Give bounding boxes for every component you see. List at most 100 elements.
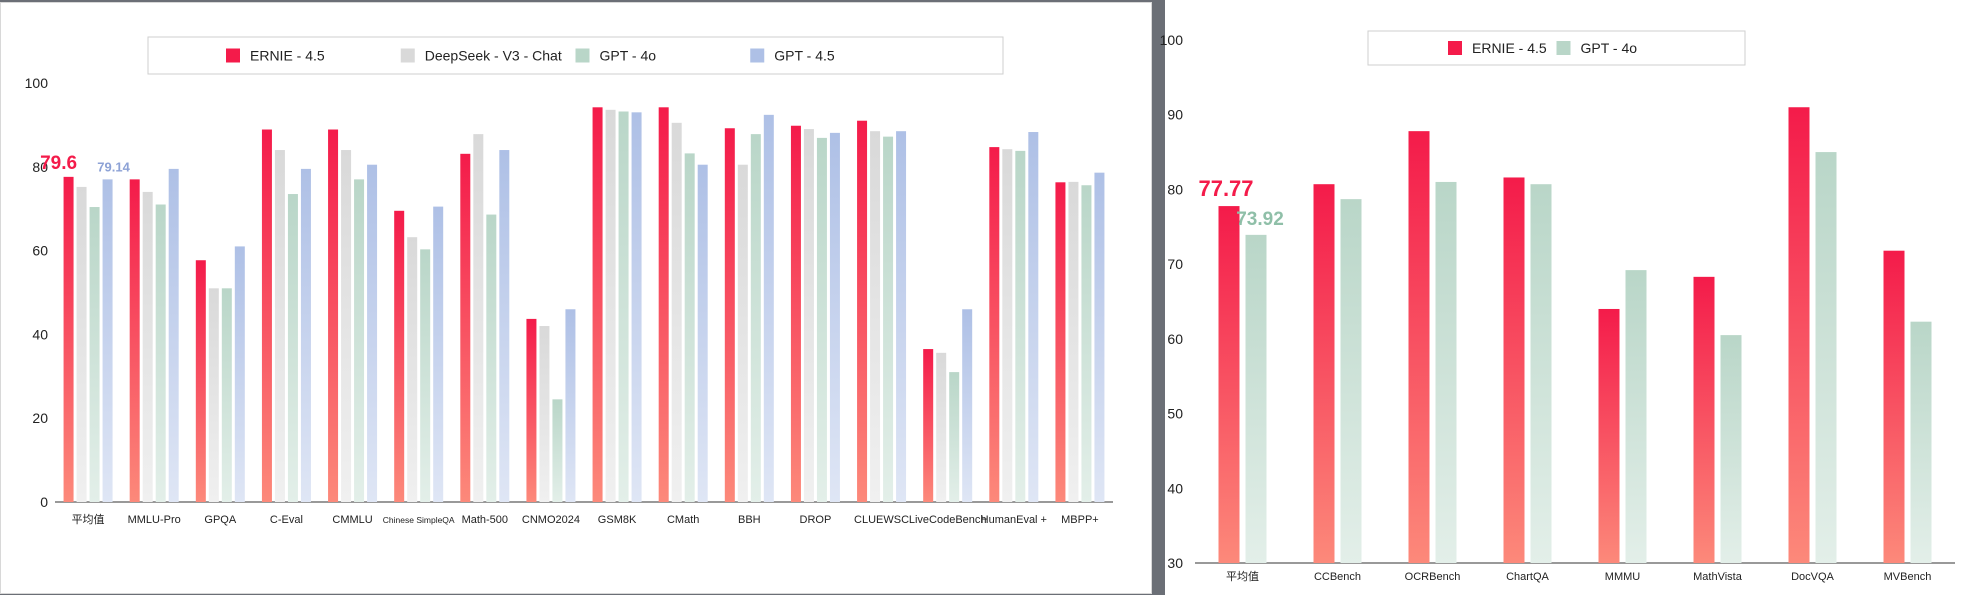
bar [737, 164, 748, 502]
bar [1530, 184, 1552, 563]
bar [287, 194, 298, 502]
bar [724, 128, 735, 502]
bar [1245, 234, 1267, 563]
bar [486, 214, 497, 503]
bar [1340, 199, 1362, 564]
x-tick-label: 平均值 [72, 513, 105, 526]
y-tick-label: 100 [25, 75, 49, 91]
x-tick-label: ChartQA [1506, 571, 1549, 583]
bar [803, 129, 814, 502]
bar [274, 150, 285, 503]
bar [155, 204, 166, 502]
bar [394, 210, 405, 503]
bar [1002, 149, 1013, 502]
bar [1015, 150, 1026, 503]
bar [750, 134, 761, 503]
bar [221, 288, 232, 502]
bar [883, 136, 894, 502]
y-tick-label: 60 [32, 243, 48, 259]
bar [790, 125, 801, 502]
x-tick-label: MMLU-Pro [128, 514, 181, 526]
value-annotation: 77.77 [1198, 176, 1253, 201]
legend-swatch [226, 48, 240, 63]
bar [923, 349, 934, 502]
bar [962, 309, 973, 502]
legend-swatch [1556, 41, 1571, 55]
legend-swatch [1448, 41, 1462, 55]
value-annotation: 79.14 [97, 159, 130, 174]
legend-label: GPT - 4.5 [774, 48, 835, 64]
bar [168, 168, 179, 502]
bar [697, 164, 708, 502]
x-tick-label: CMMLU [332, 514, 372, 526]
x-tick-label: DROP [800, 514, 832, 526]
bar [1094, 172, 1105, 502]
bar [1408, 131, 1430, 563]
bars [1218, 107, 1932, 564]
y-tick-label: 30 [1167, 555, 1183, 571]
y-tick-label: 20 [32, 410, 48, 426]
chart-panel-left: ERNIE - 4.5 DeepSeek - V3 - Chat GPT - 4o G… [0, 2, 1152, 594]
value-annotation: 79.6 [40, 153, 77, 174]
bar [1910, 321, 1932, 563]
bar [328, 129, 339, 502]
legend-swatch [750, 48, 765, 63]
legend-swatch [575, 48, 590, 63]
value-annotation: 73.92 [1236, 209, 1284, 230]
bar [605, 109, 616, 502]
legend: ERNIE - 4.5 GPT - 4o [1367, 30, 1746, 66]
bar [1788, 107, 1810, 563]
bar [1625, 270, 1647, 563]
bar [1313, 184, 1335, 563]
legend-label: GPT - 4o [1581, 40, 1638, 56]
legend-label: DeepSeek - V3 - Chat [425, 48, 562, 64]
bar [76, 186, 87, 503]
bar [89, 207, 100, 503]
bar [1028, 132, 1039, 502]
bar [354, 179, 365, 502]
x-tick-label: MMMU [1605, 571, 1640, 583]
bar [367, 164, 378, 502]
bar [300, 168, 311, 502]
bar [592, 107, 603, 502]
x-tick-label: LiveCodeBench [909, 514, 987, 526]
bar [1883, 250, 1905, 564]
bar [208, 288, 219, 502]
y-tick-label: 40 [1167, 480, 1183, 496]
legend-swatch [400, 48, 415, 63]
bar [1081, 185, 1092, 502]
x-tick-label: CCBench [1314, 571, 1361, 583]
bar [341, 150, 352, 503]
bar [433, 206, 444, 503]
x-tick-label: Math-500 [462, 514, 508, 526]
y-tick-label: 40 [32, 326, 48, 342]
bar [565, 309, 576, 502]
y-tick-label: 100 [1160, 32, 1184, 48]
bar [1693, 276, 1715, 563]
bar [1055, 182, 1066, 503]
bar [539, 326, 550, 502]
bar [671, 122, 682, 503]
bar [261, 129, 272, 502]
x-tick-label: Chinese SimpleQA [383, 515, 455, 525]
bar [658, 107, 669, 502]
legend-label: ERNIE - 4.5 [1472, 40, 1547, 56]
bar [460, 153, 471, 502]
x-tick-label: GPQA [204, 514, 236, 526]
bar [234, 246, 245, 502]
bar [896, 131, 907, 502]
x-tick-label: CNMO2024 [522, 514, 580, 526]
bars [63, 107, 1105, 503]
bar [936, 352, 947, 502]
x-tick-label: MBPP+ [1061, 514, 1099, 526]
y-tick-label: 80 [1167, 181, 1183, 197]
y-tick-label: 70 [1167, 256, 1183, 272]
bar [526, 318, 537, 502]
bar [63, 176, 74, 502]
bar [816, 137, 827, 503]
bar [499, 150, 510, 503]
bar [1435, 181, 1457, 563]
bar-chart-right: ERNIE - 4.5 GPT - 4o 30 40 50 60 70 80 90 100 平均值 C… [1160, 30, 1955, 583]
bar [1218, 206, 1240, 564]
bar [1720, 335, 1742, 563]
